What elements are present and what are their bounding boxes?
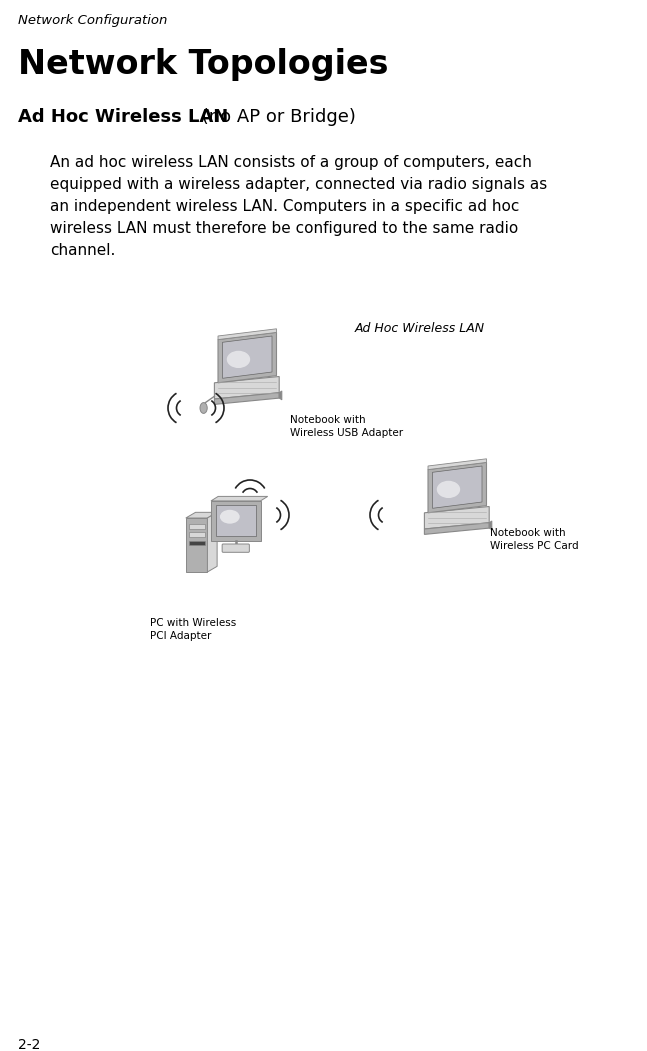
FancyBboxPatch shape xyxy=(188,533,204,537)
Polygon shape xyxy=(215,506,256,536)
Polygon shape xyxy=(211,496,268,501)
Polygon shape xyxy=(432,466,482,509)
Polygon shape xyxy=(280,391,282,399)
Polygon shape xyxy=(424,507,489,529)
Polygon shape xyxy=(218,332,276,383)
Polygon shape xyxy=(186,518,208,572)
Ellipse shape xyxy=(437,480,460,498)
Text: Notebook with
Wireless PC Card: Notebook with Wireless PC Card xyxy=(490,528,578,551)
Ellipse shape xyxy=(227,351,250,368)
Polygon shape xyxy=(218,329,276,339)
Ellipse shape xyxy=(220,510,239,523)
Polygon shape xyxy=(208,512,217,572)
Text: Network Topologies: Network Topologies xyxy=(18,48,388,81)
Ellipse shape xyxy=(200,403,207,413)
Text: equipped with a wireless adapter, connected via radio signals as: equipped with a wireless adapter, connec… xyxy=(50,177,547,192)
Text: Network Configuration: Network Configuration xyxy=(18,14,168,27)
Polygon shape xyxy=(211,501,261,540)
Polygon shape xyxy=(214,376,280,399)
Text: an independent wireless LAN. Computers in a specific ad hoc: an independent wireless LAN. Computers i… xyxy=(50,199,520,214)
Polygon shape xyxy=(428,459,487,470)
Polygon shape xyxy=(214,393,280,405)
Polygon shape xyxy=(424,522,489,534)
FancyBboxPatch shape xyxy=(188,524,204,529)
Polygon shape xyxy=(489,521,492,530)
Text: wireless LAN must therefore be configured to the same radio: wireless LAN must therefore be configure… xyxy=(50,221,518,236)
Polygon shape xyxy=(186,512,217,518)
Text: (no AP or Bridge): (no AP or Bridge) xyxy=(196,108,356,126)
Polygon shape xyxy=(428,462,487,513)
FancyBboxPatch shape xyxy=(222,544,249,552)
Text: Ad Hoc Wireless LAN: Ad Hoc Wireless LAN xyxy=(355,322,485,335)
Polygon shape xyxy=(223,336,272,378)
FancyBboxPatch shape xyxy=(188,541,204,545)
Text: An ad hoc wireless LAN consists of a group of computers, each: An ad hoc wireless LAN consists of a gro… xyxy=(50,154,532,170)
Text: Ad Hoc Wireless LAN: Ad Hoc Wireless LAN xyxy=(18,108,228,126)
Text: Notebook with
Wireless USB Adapter: Notebook with Wireless USB Adapter xyxy=(290,415,403,438)
Text: PC with Wireless
PCI Adapter: PC with Wireless PCI Adapter xyxy=(150,618,236,641)
Text: 2-2: 2-2 xyxy=(18,1038,40,1051)
Text: channel.: channel. xyxy=(50,243,115,257)
